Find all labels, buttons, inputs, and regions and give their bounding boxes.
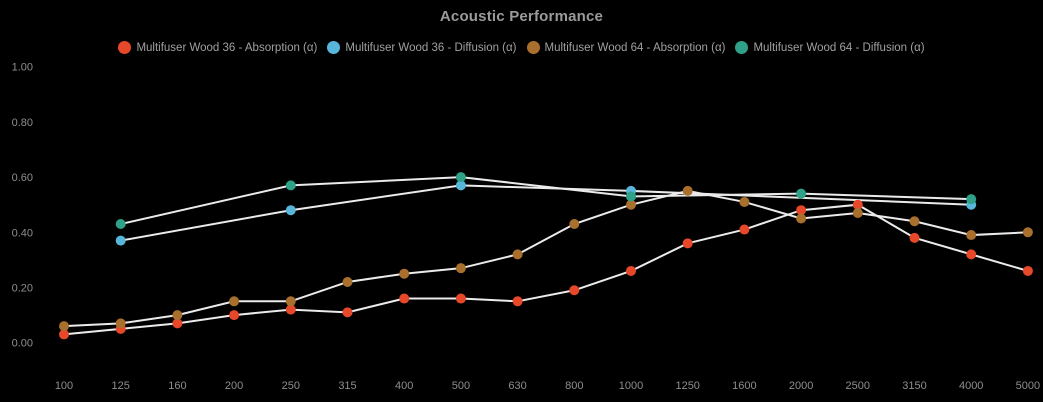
series-line [120, 184, 972, 242]
x-tick-label: 100 [55, 380, 73, 392]
x-tick-label: 5000 [1016, 380, 1040, 392]
chart-legend: Multifuser Wood 36 - Absorption (α) Multi… [0, 41, 1043, 54]
data-point[interactable] [626, 199, 636, 210]
data-point[interactable] [1022, 265, 1033, 276]
data-point[interactable] [172, 318, 183, 329]
data-point[interactable] [569, 285, 580, 296]
data-point[interactable] [342, 276, 353, 287]
data-point[interactable] [796, 205, 807, 216]
x-tick-label: 1600 [732, 380, 756, 392]
series-line [120, 176, 972, 225]
data-point[interactable] [285, 205, 296, 216]
legend-label: Multifuser Wood 36 - Absorption (α) [136, 41, 318, 54]
x-tick-label: 630 [508, 380, 526, 392]
data-point[interactable] [455, 263, 466, 274]
data-point[interactable] [626, 191, 636, 202]
data-point[interactable] [229, 310, 240, 321]
x-tick-label: 200 [225, 380, 243, 392]
data-point[interactable] [342, 307, 353, 318]
data-point[interactable] [285, 304, 296, 315]
data-point[interactable] [172, 310, 183, 321]
data-point[interactable] [966, 230, 977, 241]
x-tick-label: 250 [282, 380, 300, 392]
data-point[interactable] [739, 224, 750, 235]
y-tick-label: 0.40 [12, 227, 33, 239]
data-point[interactable] [229, 296, 240, 307]
data-point[interactable] [285, 180, 296, 191]
data-point[interactable] [966, 249, 977, 260]
x-tick-label: 400 [395, 380, 413, 392]
y-tick-label: 0.80 [12, 117, 33, 129]
x-tick-label: 160 [168, 380, 186, 392]
data-point[interactable] [682, 238, 693, 249]
data-point[interactable] [399, 268, 410, 279]
legend-label: Multifuser Wood 64 - Absorption (α) [544, 41, 726, 54]
series-line [63, 189, 1028, 328]
legend-item-2[interactable]: Multifuser Wood 36 - Diffusion (α) [327, 41, 517, 54]
data-point[interactable] [852, 207, 863, 218]
legend-label: Multifuser Wood 64 - Diffusion (α) [753, 41, 925, 54]
x-tick-label: 315 [338, 380, 356, 392]
x-tick-label: 500 [452, 380, 470, 392]
legend-item-3[interactable]: Multifuser Wood 64 - Absorption (α) [526, 41, 726, 54]
data-point[interactable] [966, 194, 977, 205]
data-point[interactable] [909, 216, 920, 227]
data-point[interactable] [796, 213, 807, 224]
legend-swatch-icon [118, 41, 132, 54]
data-point[interactable] [512, 249, 523, 260]
legend-item-1[interactable]: Multifuser Wood 36 - Absorption (α) [118, 41, 317, 54]
data-point[interactable] [285, 296, 296, 307]
data-point[interactable] [626, 265, 636, 276]
data-point[interactable] [512, 296, 523, 307]
data-point[interactable] [569, 219, 580, 230]
y-tick-label: 1.00 [12, 62, 33, 74]
legend-label: Multifuser Wood 36 - Diffusion (α) [345, 41, 517, 54]
legend-swatch-icon [327, 41, 341, 54]
data-point[interactable] [739, 196, 750, 207]
data-point[interactable] [59, 329, 69, 340]
data-point[interactable] [455, 172, 466, 183]
series-line [63, 203, 1029, 336]
x-tick-label: 1250 [675, 380, 699, 392]
x-tick-label: 1000 [619, 380, 643, 392]
data-point[interactable] [455, 293, 466, 304]
data-point[interactable] [115, 235, 126, 246]
data-point[interactable] [115, 219, 126, 230]
y-tick-label: 0.60 [12, 172, 33, 184]
data-point[interactable] [909, 232, 920, 243]
data-point[interactable] [1022, 227, 1033, 238]
data-point[interactable] [115, 318, 126, 329]
data-point[interactable] [455, 180, 466, 191]
data-point[interactable] [852, 199, 863, 210]
legend-swatch-icon [735, 41, 749, 54]
data-point[interactable] [682, 185, 693, 196]
data-point[interactable] [399, 293, 410, 304]
x-tick-label: 2000 [789, 380, 813, 392]
chart-title: Acoustic Performance [439, 8, 604, 25]
x-tick-label: 3150 [902, 380, 926, 392]
x-tick-label: 800 [565, 380, 583, 392]
x-tick-label: 2500 [846, 380, 870, 392]
legend-item-4[interactable]: Multifuser Wood 64 - Diffusion (α) [735, 41, 925, 54]
legend-swatch-icon [526, 41, 540, 54]
data-point[interactable] [796, 188, 807, 199]
x-tick-label: 4000 [959, 380, 983, 392]
x-tick-label: 125 [112, 380, 130, 392]
data-point[interactable] [59, 321, 69, 332]
y-tick-label: 0.20 [12, 283, 33, 295]
y-tick-label: 0.00 [12, 338, 33, 350]
